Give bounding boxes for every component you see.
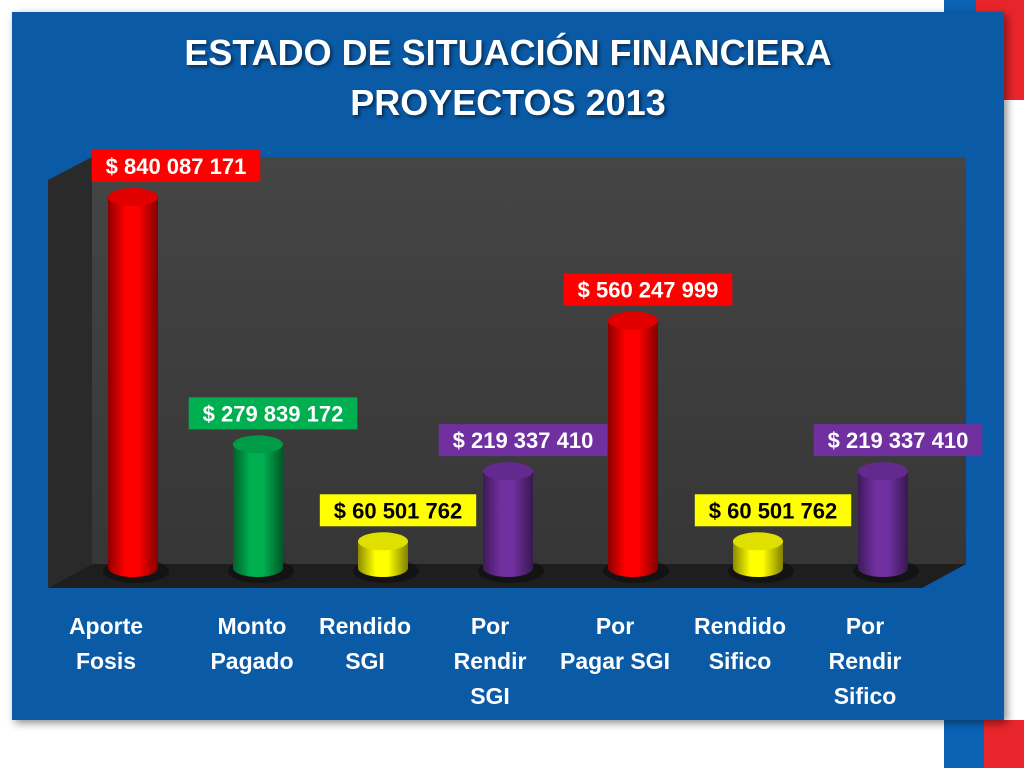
chart-title-line1: ESTADO DE SITUACIÓN FINANCIERA <box>184 32 832 73</box>
bar-3 <box>353 532 419 583</box>
value-labels-layer: $ 840 087 171 $ 279 839 172 $ 60 501 762 $ … <box>91 150 983 527</box>
x-axis-labels: Aporte Fosis Monto Pagado Rendido SGI Por Rendi… <box>69 613 902 709</box>
value-label-text: $ 279 839 172 <box>203 401 344 426</box>
value-label-1: $ 840 087 171 <box>91 150 261 182</box>
value-label-box <box>438 424 608 457</box>
value-label-2: $ 279 839 172 <box>188 397 358 430</box>
value-label-text: $ 840 087 171 <box>106 154 247 179</box>
x-tick-label-6: Rendido Sifico <box>694 613 786 674</box>
bar-4 <box>478 462 544 583</box>
value-label-text: $ 219 337 410 <box>828 428 969 453</box>
bar-body <box>858 471 908 577</box>
chart-title-line2: PROYECTOS 2013 <box>350 82 666 123</box>
bar-top <box>483 462 533 481</box>
plot-side-wall <box>48 157 92 588</box>
value-label-text: $ 560 247 999 <box>578 278 719 303</box>
value-label-box <box>319 494 477 527</box>
value-label-text: $ 219 337 410 <box>453 428 594 453</box>
x-tick-label-1: Aporte Fosis <box>69 613 143 674</box>
bar-body <box>733 541 783 577</box>
bar-7 <box>853 462 919 583</box>
bar-body <box>108 197 158 577</box>
x-tick-label-5: Por Pagar SGI <box>560 613 670 674</box>
bar-6 <box>728 532 794 583</box>
bars-layer <box>103 188 919 583</box>
bar-2 <box>228 435 294 583</box>
corner-accent-red-bottom <box>984 720 1024 768</box>
bar-body <box>608 320 658 577</box>
bar-top <box>233 435 283 454</box>
x-tick-label-7: Por Rendir Sifico <box>829 613 902 709</box>
bar-top <box>733 532 783 551</box>
bar-body <box>483 471 533 577</box>
value-label-box <box>813 424 983 457</box>
bar-5 <box>603 311 669 583</box>
corner-accent-blue-bottom <box>944 720 984 768</box>
bar-top <box>608 311 658 330</box>
value-label-box <box>563 273 733 306</box>
bar-body <box>358 541 408 577</box>
value-label-text: $ 60 501 762 <box>334 498 462 523</box>
value-label-7: $ 219 337 410 <box>813 424 983 457</box>
value-label-box <box>188 397 358 430</box>
x-tick-label-2: Monto Pagado <box>210 613 293 674</box>
value-label-6: $ 60 501 762 <box>694 494 852 527</box>
bar-top <box>108 188 158 206</box>
value-label-text: $ 60 501 762 <box>709 498 837 523</box>
chart-title: ESTADO DE SITUACIÓN FINANCIERA PROYECTOS… <box>0 28 1016 128</box>
value-label-4: $ 219 337 410 <box>438 424 608 457</box>
bar-top <box>358 532 408 551</box>
value-label-3: $ 60 501 762 <box>319 494 477 527</box>
x-tick-label-4: Por Rendir SGI <box>454 613 527 709</box>
bar-body <box>233 444 283 577</box>
value-label-box <box>91 150 261 182</box>
value-label-5: $ 560 247 999 <box>563 273 733 306</box>
bar-1 <box>103 188 169 583</box>
value-label-box <box>694 494 852 527</box>
x-tick-label-3: Rendido SGI <box>319 613 411 674</box>
bar-top <box>858 462 908 481</box>
